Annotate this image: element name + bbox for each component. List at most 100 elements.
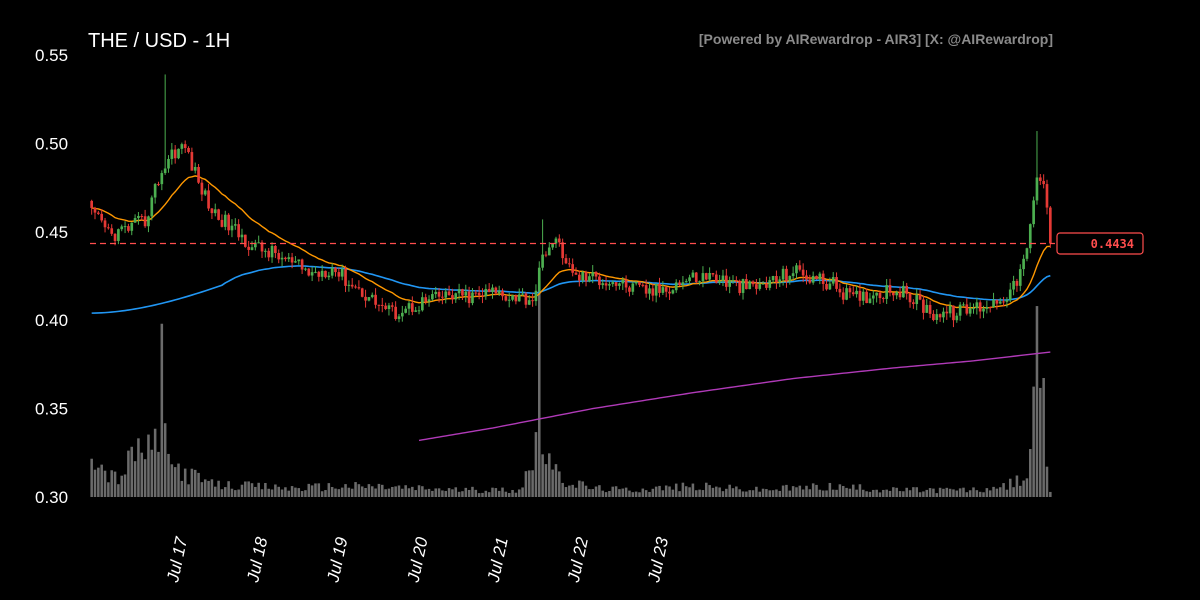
volume-bar [728, 484, 731, 497]
volume-bar [942, 488, 945, 497]
volume-bar [835, 489, 838, 497]
candle-body [203, 190, 207, 195]
price-badge-box [1056, 232, 1144, 255]
candle-body [514, 295, 518, 302]
volume-bar [801, 489, 805, 497]
volume-bar [511, 489, 514, 497]
candle-body [745, 279, 748, 290]
volume-bar [938, 487, 942, 497]
volume-bar [541, 454, 544, 497]
volume-bar [651, 488, 655, 497]
volume-bar [628, 490, 631, 497]
candle-body [861, 291, 865, 301]
volume-bar [461, 491, 464, 497]
volume-bar [404, 485, 407, 497]
volume-bar [888, 490, 892, 497]
candle-body [187, 148, 190, 153]
candle-body [594, 272, 598, 277]
candle-body [173, 149, 177, 159]
volume-bar [153, 428, 157, 497]
candle-body [841, 292, 845, 300]
candle-body [250, 247, 254, 250]
candle-body [755, 284, 758, 289]
volume-bar [304, 490, 307, 497]
volume-bar [975, 490, 979, 497]
candle-body [828, 283, 832, 290]
candle-body [1005, 299, 1009, 302]
volume-bar [267, 488, 270, 497]
candle-body [207, 190, 210, 209]
candle-body [651, 288, 655, 296]
volume-bar [1045, 466, 1049, 497]
volume-bar [608, 491, 611, 497]
volume-bar [157, 451, 160, 497]
candle-body [1012, 280, 1015, 290]
candle-body [778, 279, 782, 283]
volume-bar [684, 486, 688, 497]
volume-bar [494, 488, 498, 497]
candle-body [811, 275, 815, 283]
volume-bar [841, 485, 845, 497]
candle-body [952, 305, 955, 321]
volume-bar [507, 493, 511, 497]
volume-bar [905, 487, 908, 497]
volume-bar [414, 490, 417, 497]
candle-body [137, 215, 140, 219]
volume-bar [514, 492, 518, 497]
candle-body [217, 209, 220, 220]
candle-body [741, 279, 745, 293]
candle-body [90, 200, 93, 208]
candle-body [274, 245, 277, 254]
candle-body [624, 279, 628, 288]
volume-bar [123, 474, 127, 497]
candle-body [731, 280, 735, 282]
candle-body [140, 215, 144, 217]
volume-bar [133, 461, 137, 497]
volume-bar [227, 481, 230, 497]
candle-body [898, 292, 902, 298]
candle-body [127, 226, 130, 231]
volume-bar [220, 489, 224, 497]
volume-bar [735, 486, 738, 497]
volume-bar [948, 488, 952, 497]
candle-body [461, 289, 464, 296]
volume-bar [314, 483, 317, 497]
candle-body [511, 295, 514, 300]
volume-bar [264, 482, 267, 497]
volume-bar [127, 450, 130, 497]
volume-bar [594, 486, 598, 497]
volume-bar [858, 484, 862, 497]
volume-bar [167, 453, 170, 497]
candle-body [487, 288, 491, 293]
candle-body [885, 285, 888, 299]
volume-bar [718, 487, 721, 497]
volume-bar [765, 489, 768, 497]
candle-body [307, 268, 311, 276]
volume-bar [631, 492, 635, 497]
volume-bar [1035, 306, 1039, 497]
candle-body [684, 281, 688, 283]
volume-bar [384, 489, 387, 497]
volume-bar [173, 467, 177, 497]
volume-bar [731, 488, 735, 497]
candle-body [441, 296, 444, 298]
volume-bars [90, 281, 1052, 497]
volume-bar [962, 487, 965, 497]
candle-body [210, 208, 214, 214]
candle-body [357, 287, 361, 289]
candle-body [751, 281, 755, 285]
candle-body [317, 271, 321, 277]
candle-body [714, 274, 718, 283]
volume-bar [1039, 387, 1042, 497]
candle-body [628, 287, 631, 292]
volume-bar [160, 323, 164, 497]
candle-body [417, 310, 421, 312]
volume-bar [574, 487, 578, 497]
volume-bar [761, 488, 765, 497]
candle-body [765, 283, 768, 288]
volume-bar [163, 423, 167, 497]
volume-bar [965, 492, 969, 497]
candle-body [421, 297, 424, 311]
candle-body [200, 182, 204, 195]
candle-body [387, 305, 391, 310]
